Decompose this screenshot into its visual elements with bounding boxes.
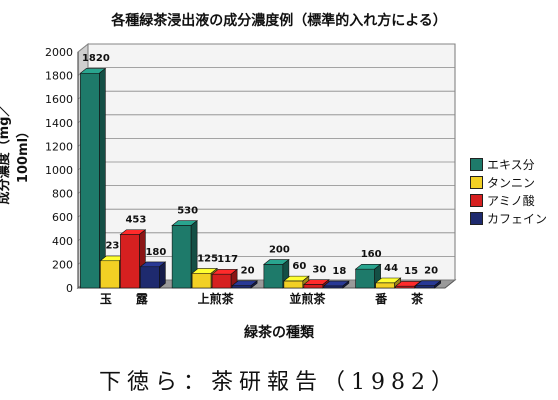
data-label: 180	[145, 247, 166, 258]
data-label: 44	[384, 263, 398, 274]
bar	[375, 282, 395, 289]
bar	[303, 284, 324, 289]
bar-side	[250, 280, 258, 289]
data-label: 15	[404, 266, 418, 277]
legend-item: カフェイン	[470, 209, 547, 227]
y-tick-label: 0	[66, 282, 73, 295]
legend-item: アミノ酸	[470, 191, 547, 209]
data-label: 18	[332, 266, 346, 277]
data-label: 530	[177, 205, 198, 216]
legend-label: カフェイン	[487, 211, 548, 226]
x-axis-label: 緑茶の種類	[244, 325, 314, 341]
data-label: 453	[125, 215, 146, 226]
legend-item: エキス分	[470, 155, 547, 173]
legend-item: タンニン	[470, 173, 547, 191]
bar	[140, 266, 160, 289]
y-tick-label: 2000	[45, 46, 73, 59]
bar	[283, 280, 304, 289]
x-tick-label: 番 茶	[374, 291, 424, 306]
bar	[263, 264, 284, 289]
gridline	[77, 43, 89, 53]
legend-label: エキス分	[487, 157, 535, 172]
y-tick-label: 1400	[45, 117, 73, 130]
data-label: 200	[269, 244, 290, 255]
data-label: 1820	[82, 53, 110, 64]
bar-side	[99, 67, 106, 289]
data-label: 231	[105, 241, 126, 252]
data-label: 30	[312, 264, 326, 275]
data-label: 117	[217, 254, 238, 265]
bar-side	[159, 261, 166, 289]
legend-swatch	[470, 211, 483, 225]
y-tick-label: 400	[52, 235, 73, 248]
data-label: 20	[424, 266, 438, 277]
bar	[120, 234, 140, 289]
y-tick-label: 1000	[45, 164, 73, 177]
x-tick-label: 上煎茶	[198, 291, 235, 306]
x-tick-label: 並煎茶	[289, 291, 326, 306]
bar	[355, 268, 375, 289]
bar-side	[434, 280, 441, 289]
bar	[415, 285, 435, 289]
bar	[100, 260, 120, 289]
legend-swatch	[470, 193, 483, 207]
y-axis-label: 成分濃度（mg／100ml）	[0, 103, 31, 205]
source-citation: 下徳ら：茶研報告（1982）	[99, 370, 459, 395]
y-tick-label: 200	[52, 258, 73, 271]
bar	[191, 272, 212, 289]
y-tick-label: 1800	[45, 70, 73, 83]
legend-swatch	[470, 175, 483, 189]
y-tick-label: 1200	[45, 140, 73, 153]
chart-title: 各種緑茶浸出液の成分濃度例（標準的入れ方による）	[111, 13, 447, 29]
x-tick-label: 玉 露	[100, 292, 149, 306]
data-label: 20	[241, 266, 255, 277]
bar	[231, 285, 252, 289]
legend-swatch	[470, 157, 483, 171]
bar-side	[342, 280, 350, 289]
bar	[80, 72, 100, 289]
legend-label: タンニン	[487, 175, 536, 190]
data-label: 160	[361, 249, 382, 260]
data-label: 60	[292, 261, 306, 272]
bar	[171, 225, 192, 289]
y-tick-label: 800	[52, 188, 73, 201]
data-label: 125	[197, 253, 218, 264]
legend: エキス分 タンニン アミノ酸 カフェイン	[470, 155, 547, 227]
legend-label: アミノ酸	[487, 193, 535, 208]
y-tick-label: 600	[52, 211, 73, 224]
y-tick-label: 1600	[45, 93, 73, 106]
bar	[323, 285, 344, 289]
bar	[211, 273, 232, 289]
